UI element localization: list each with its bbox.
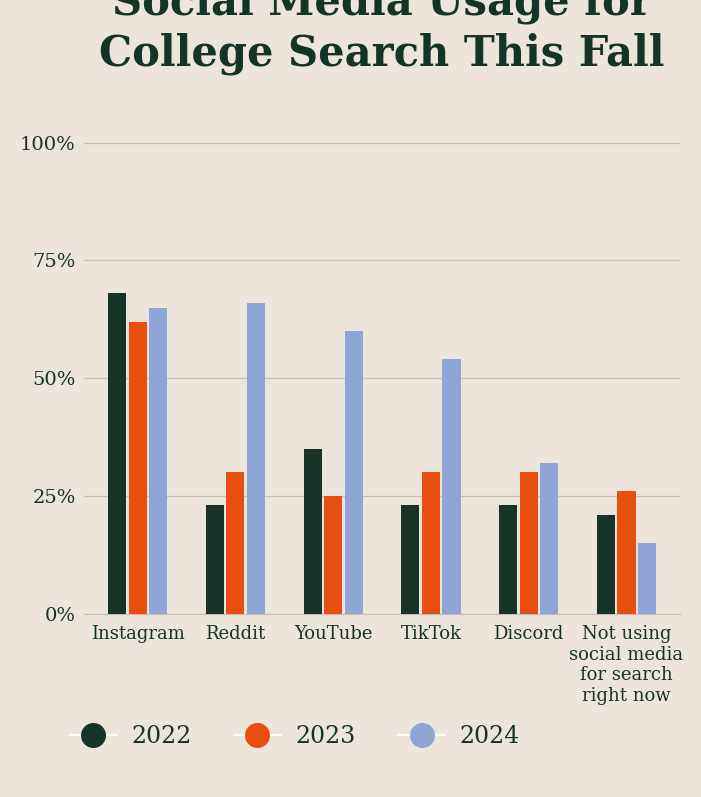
Bar (519, 473, 538, 614)
Bar (304, 449, 322, 614)
Bar (108, 293, 126, 614)
Bar (638, 543, 656, 614)
Bar (226, 473, 245, 614)
Title: Social Media Usage for
College Search This Fall: Social Media Usage for College Search Th… (100, 0, 665, 75)
Bar (206, 505, 224, 614)
Bar (499, 505, 517, 614)
Bar (442, 359, 461, 614)
Bar (128, 322, 147, 614)
Bar (149, 308, 168, 614)
Bar (422, 473, 440, 614)
Bar (540, 463, 558, 614)
Bar (597, 515, 615, 614)
Bar (401, 505, 419, 614)
Bar (324, 496, 342, 614)
Bar (618, 491, 636, 614)
Legend: 2022, 2023, 2024: 2022, 2023, 2024 (60, 716, 529, 757)
Bar (345, 331, 363, 614)
Bar (247, 303, 265, 614)
